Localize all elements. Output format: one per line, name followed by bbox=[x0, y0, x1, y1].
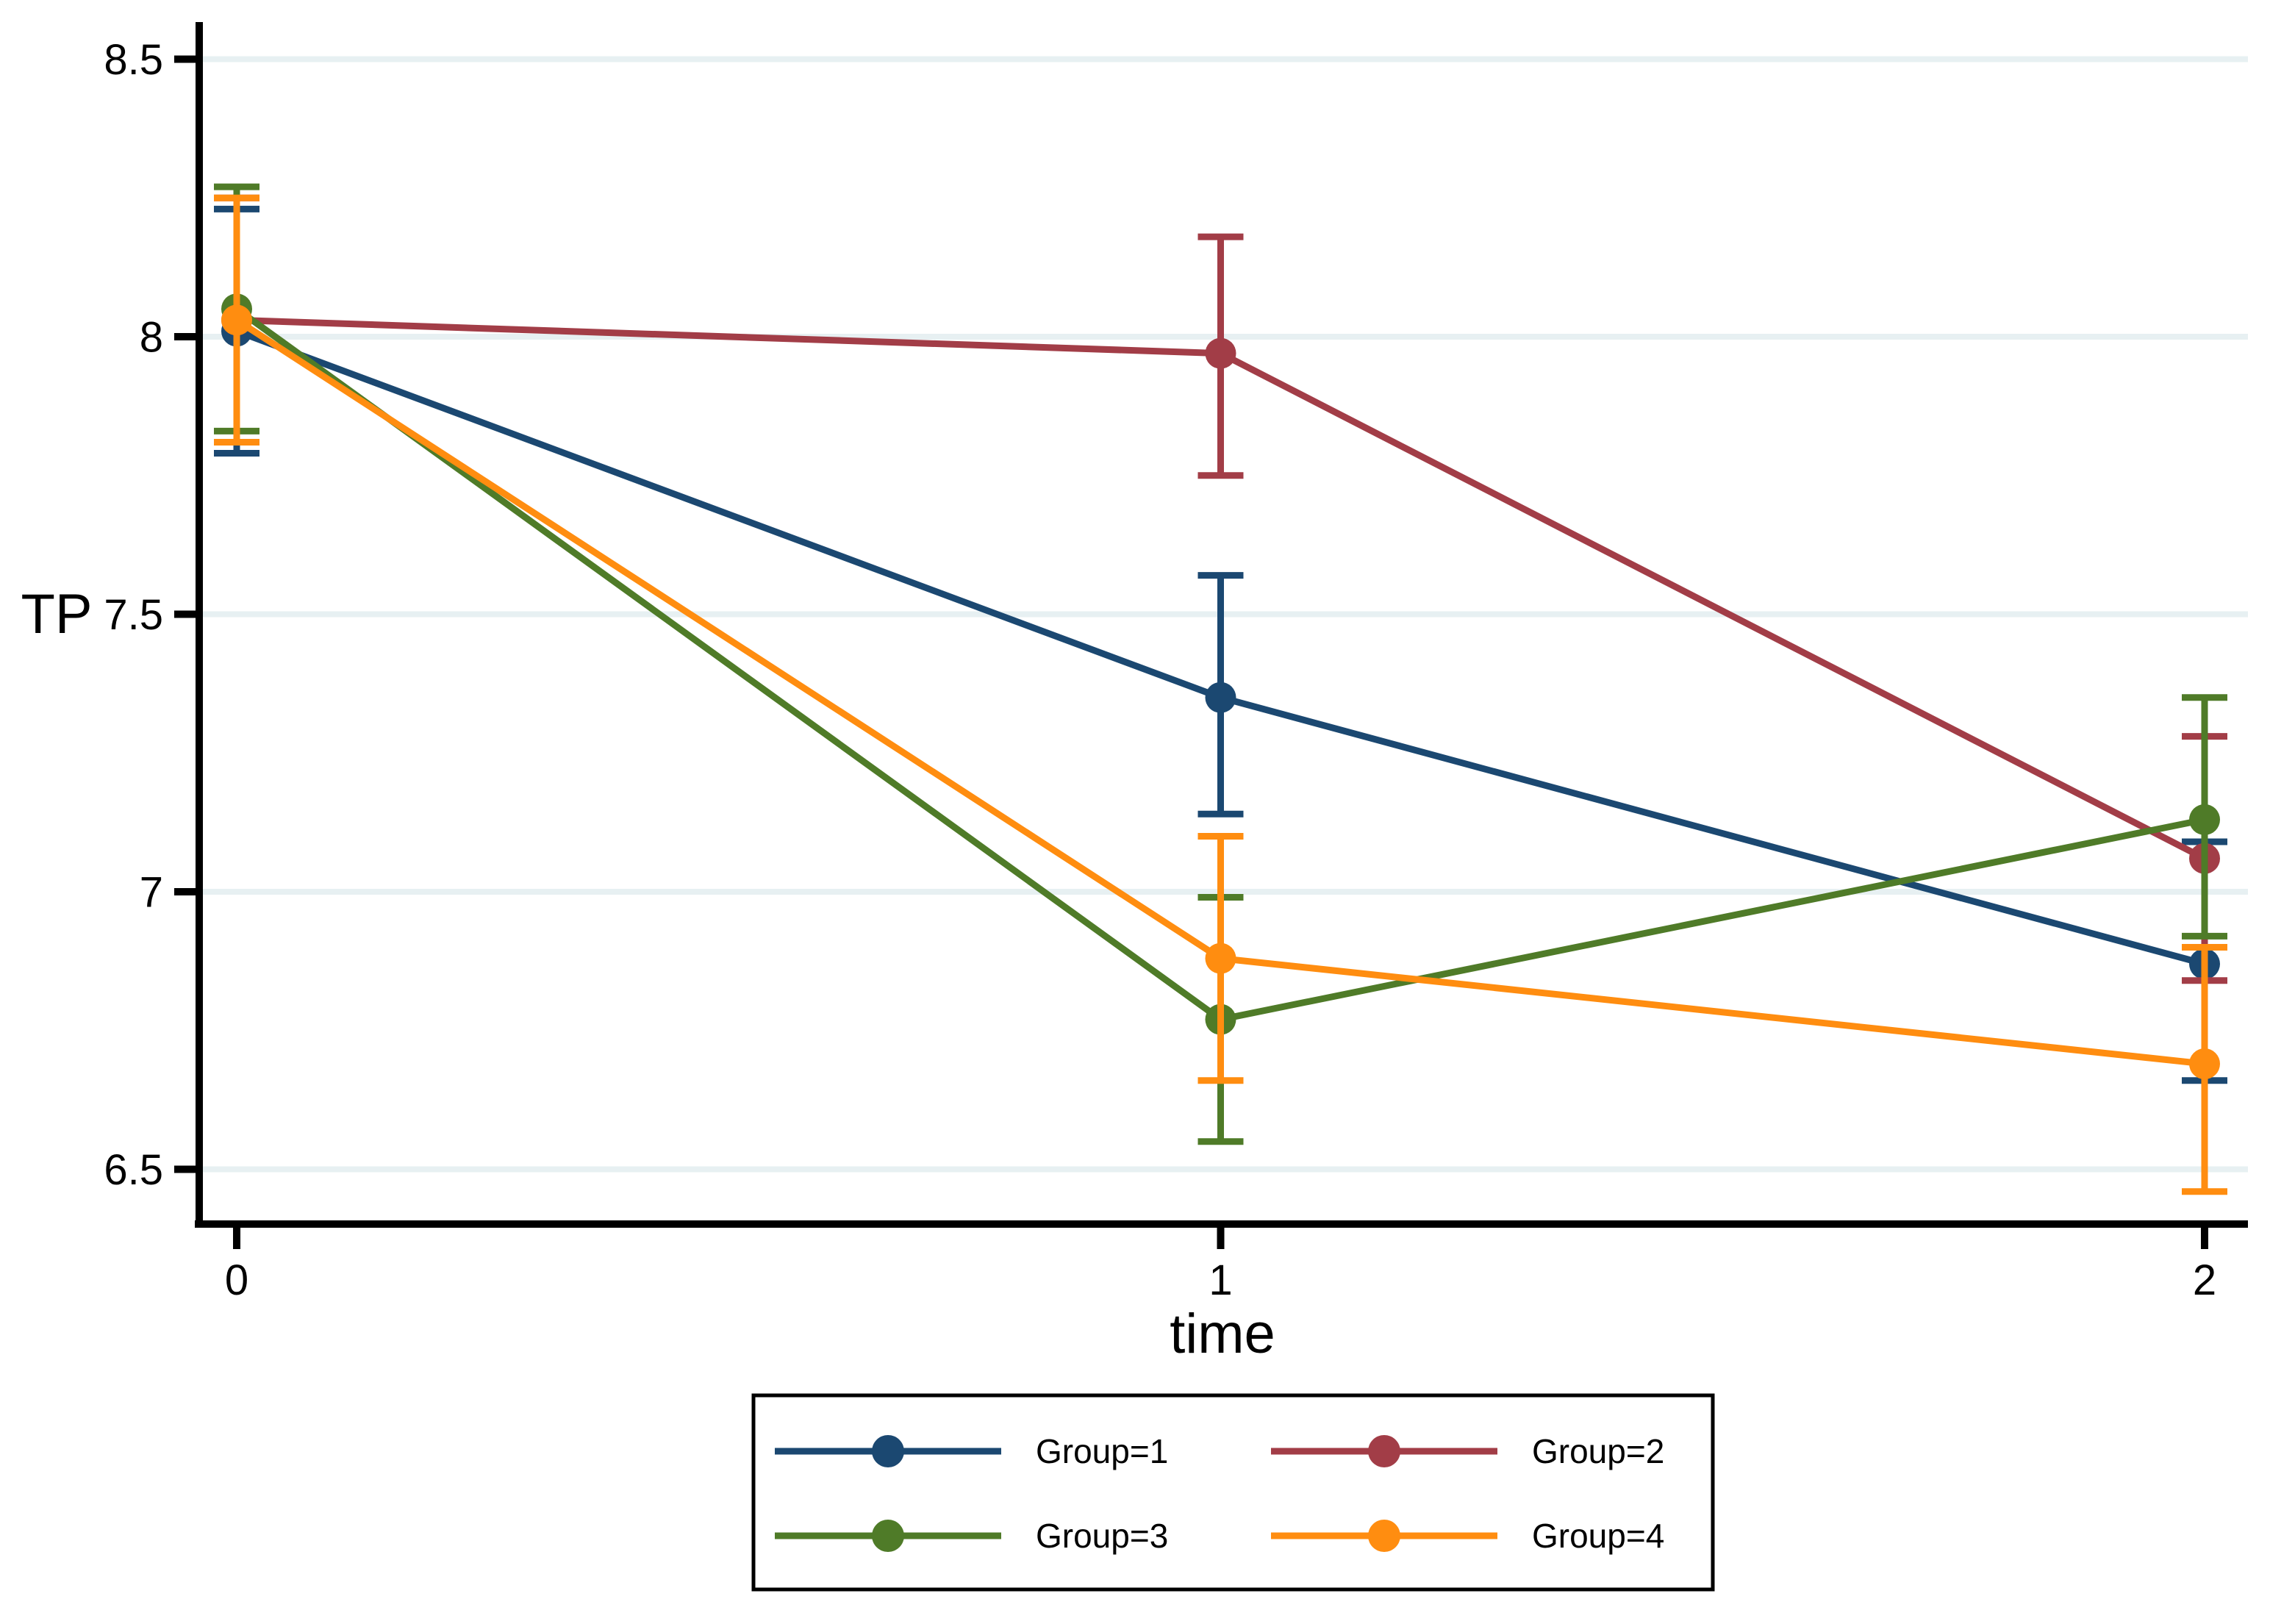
legend-label: Group=4 bbox=[1532, 1517, 1664, 1555]
data-point-marker bbox=[2189, 804, 2220, 835]
legend-box bbox=[751, 1393, 1715, 1592]
y-tick-label: 6.5 bbox=[104, 1146, 163, 1194]
legend-entry: Group=4 bbox=[1271, 1517, 1664, 1555]
data-point-marker bbox=[221, 304, 252, 336]
legend-entry: Group=3 bbox=[775, 1517, 1168, 1555]
legend-label: Group=3 bbox=[1036, 1517, 1168, 1555]
series-layer bbox=[214, 183, 2227, 1195]
legend-label: Group=2 bbox=[1532, 1432, 1664, 1470]
x-tick-label: 1 bbox=[1209, 1256, 1232, 1304]
legend-marker-sample bbox=[1368, 1520, 1400, 1552]
legend: Group=1 Group=2 Group=3 Group=4 bbox=[751, 1393, 1715, 1592]
y-tick-label: 7 bbox=[140, 868, 163, 916]
legend-entry: Group=1 bbox=[775, 1432, 1168, 1470]
legend-marker-sample bbox=[872, 1520, 904, 1552]
data-point-marker bbox=[1205, 337, 1236, 369]
x-tick-label: 0 bbox=[225, 1256, 248, 1304]
data-point-marker bbox=[1205, 942, 1236, 974]
legend-label: Group=1 bbox=[1036, 1432, 1168, 1470]
legend-marker-sample bbox=[1368, 1435, 1400, 1467]
y-tick-label: 7.5 bbox=[104, 591, 163, 639]
legend-marker-sample bbox=[872, 1435, 904, 1467]
series-group-4 bbox=[214, 194, 2227, 1195]
x-tick-label: 2 bbox=[2193, 1256, 2216, 1304]
y-axis-title: TP bbox=[21, 583, 92, 645]
data-point-marker bbox=[1205, 682, 1236, 713]
data-point-marker bbox=[2189, 1048, 2220, 1080]
x-axis-title: time bbox=[1170, 1303, 1275, 1365]
legend-entry: Group=2 bbox=[1271, 1432, 1664, 1470]
y-tick-label: 8.5 bbox=[104, 36, 163, 84]
y-tick-label: 8 bbox=[140, 313, 163, 361]
axes-layer: 6.5 7 7.5 8 8.5 0 1 2 bbox=[104, 22, 2248, 1304]
